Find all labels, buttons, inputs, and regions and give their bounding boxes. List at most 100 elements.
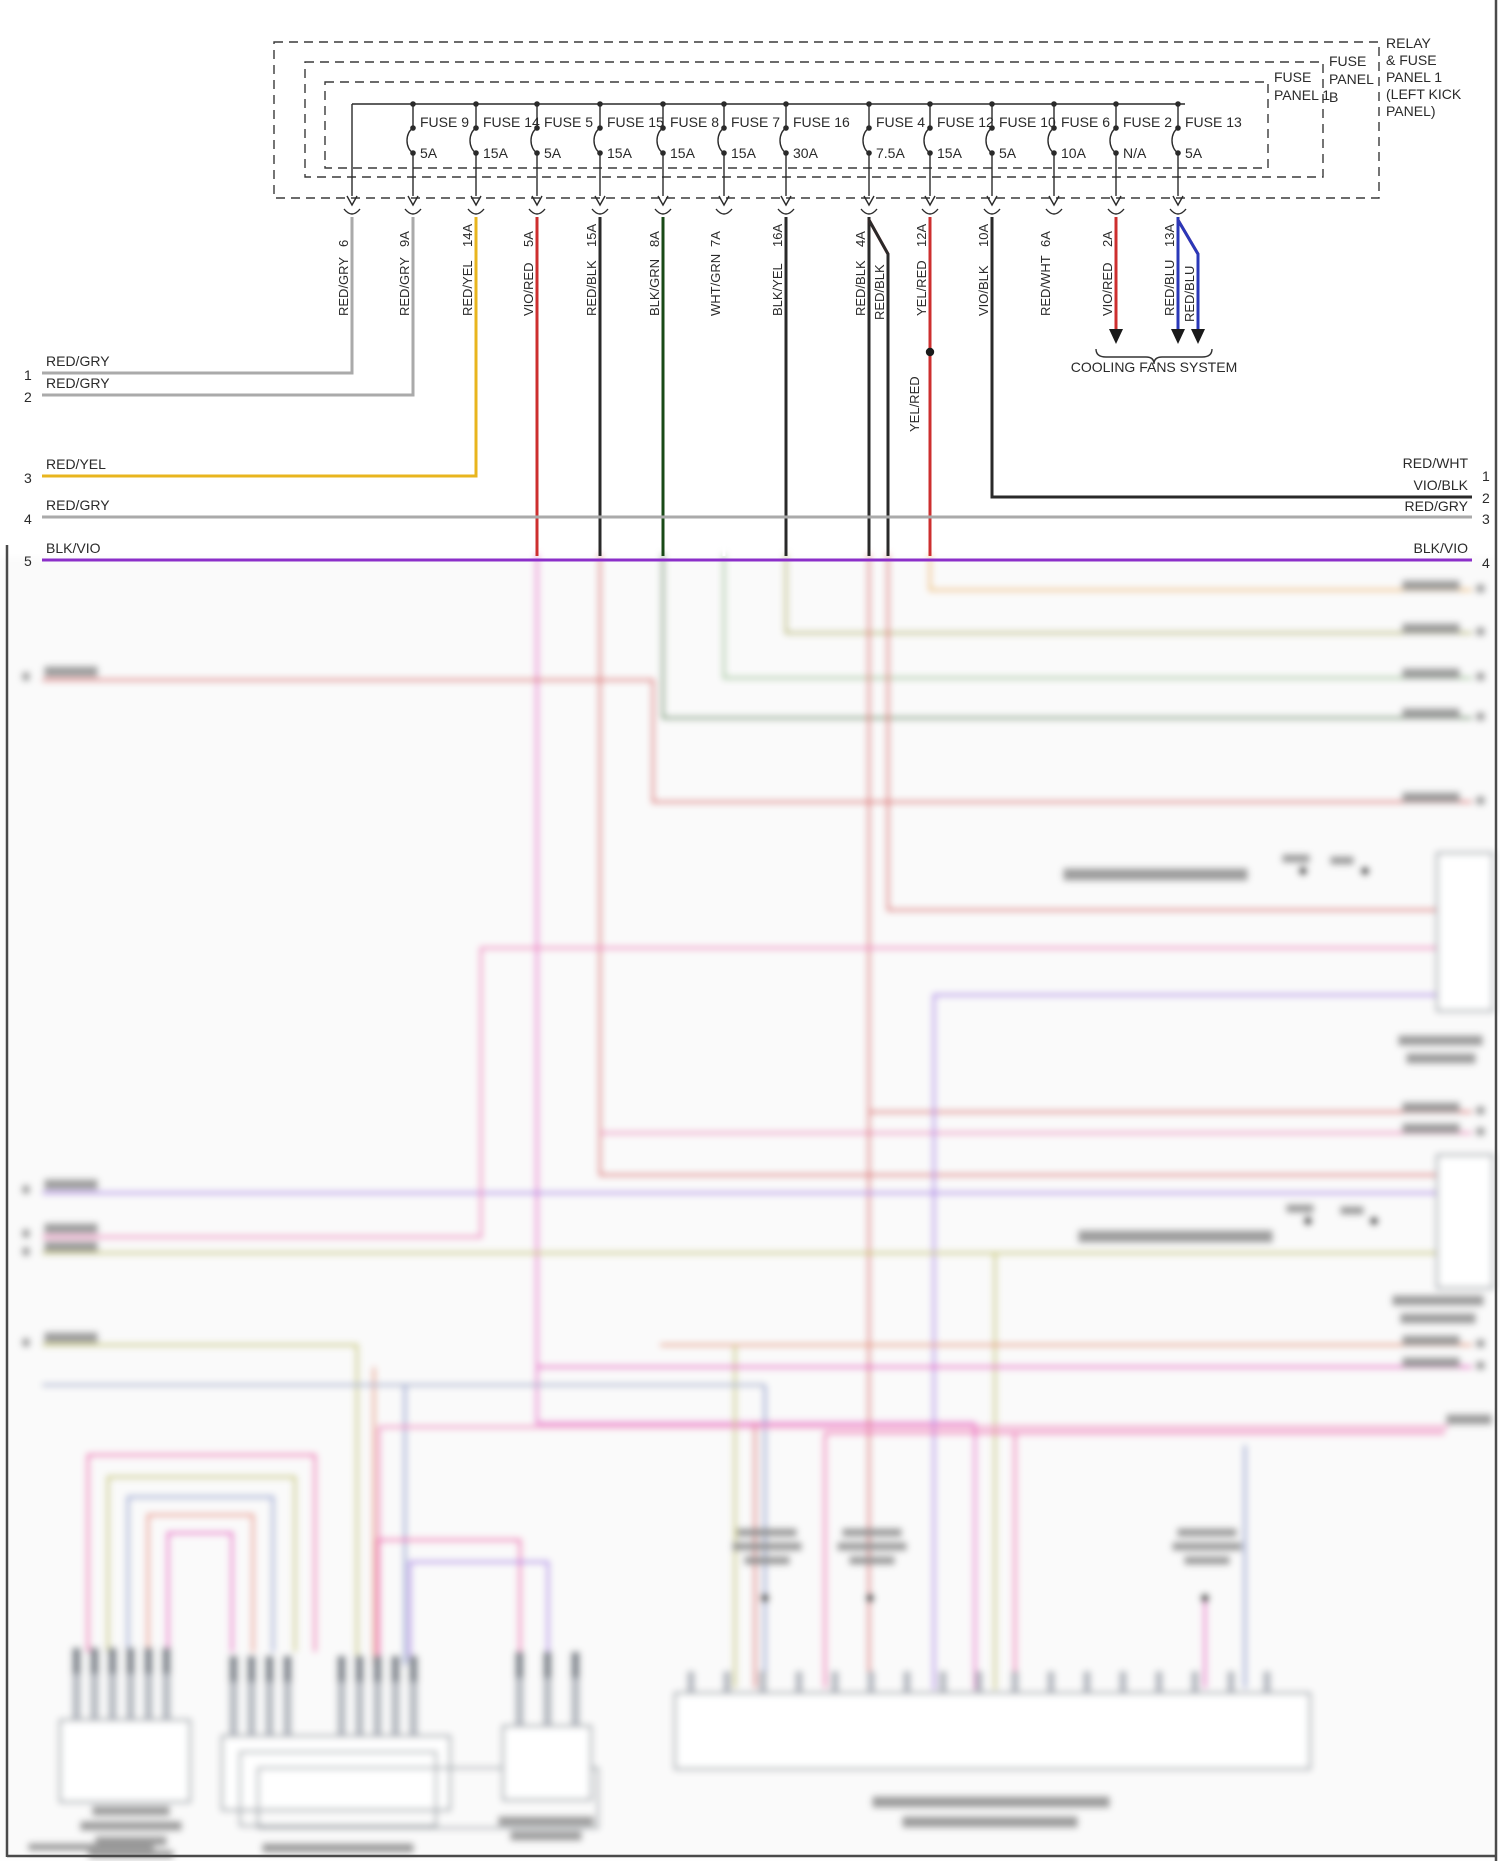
relay-panel-label: RELAY [1386,35,1432,51]
fuse-name: FUSE 5 [544,114,593,130]
wire-color-label: RED/BLK [853,260,868,316]
panel-pin: 8A BLK/GRN [647,195,672,316]
yel-red-splice-label: YEL/RED [907,376,922,432]
connector-nest [238,1750,438,1828]
row-number: 1 [24,367,32,383]
wire-color-label: BLK/YEL [770,263,785,316]
fuse-element [1171,127,1179,154]
pin-number: 2A [1100,231,1115,247]
fuse: FUSE 4 7.5A [862,101,925,196]
fuse-name: FUSE 10 [999,114,1056,130]
row-wire-label: RED/YEL [46,456,106,472]
panel-pin: 4A RED/BLK [853,195,878,316]
loop2-pink [376,1538,522,1662]
fuse-name: FUSE 15 [607,114,664,130]
junction-dot [1303,1216,1313,1226]
junction-dot [865,1593,875,1603]
fuse: FUSE 6 10A [1047,101,1110,196]
illegible-text-blobs [22,580,1492,1858]
control-module-box [673,1691,1312,1771]
wire-vio-blk-10a [990,217,1472,499]
relay-panel-label: & FUSE [1386,52,1437,68]
arrow-down-icon [780,195,792,207]
junction-dot [1360,866,1370,876]
panel-labels: RELAY & FUSE PANEL 1 (LEFT KICK PANEL) F… [1274,35,1462,119]
fuse-element [1109,127,1117,154]
panel-pin: 16A BLK/YEL [770,195,795,316]
row-number: 3 [24,470,32,486]
panel-pin: 6 RED/GRY [336,195,361,316]
wire-left-pink [42,946,1437,1239]
wire-color-label: RED/GRY [397,257,412,316]
row-wire-label: RED/GRY [46,375,110,391]
fuse-panel-b-outline [324,81,1269,169]
wire-red-blk-blur [598,554,1437,1177]
row-number: 3 [1482,511,1490,527]
fuse-name: FUSE 14 [483,114,540,130]
wire-left-olive2 [42,1343,359,1665]
fuse-panel-1-outline [304,61,1324,178]
fuse-rating: N/A [1123,145,1147,161]
connector-socket-icon [983,208,1001,215]
arrow-down-icon [986,195,998,207]
wire-red-blk3-blur [886,554,1437,912]
component-box [1435,851,1495,1013]
pin-number: 16A [770,224,785,247]
loop-salmon [146,1513,255,1652]
fuse-name: FUSE 7 [731,114,780,130]
wire-vio-red-blur [535,554,975,1425]
left-connector-rows: 1 RED/GRY 2 RED/GRY 3 RED/YEL 4 RED/GRY … [24,353,110,569]
row-wire-label: RED/WHT [1403,455,1469,471]
relay-panel-label: PANEL 1 [1386,69,1442,85]
row-wire-label: BLK/VIO [1414,540,1469,556]
fuse-panel-1-label: PANEL 1 [1274,87,1330,103]
wire-color-label: VIO/RED [521,263,536,316]
fuse-element [469,127,477,154]
loop-blue [126,1495,275,1652]
fuse-rating: 15A [483,145,509,161]
pin-number: 8A [647,231,662,247]
wire-color-label: RED/WHT [1038,255,1053,316]
wire-color-label: RED/BLK [872,264,887,320]
row-wire-label: BLK/VIO [46,540,101,556]
fuse-rating: 15A [731,145,757,161]
fuse-element [593,127,601,154]
pin-number: 6A [1038,231,1053,247]
fuse-element [406,127,414,154]
arrow-head-icon [1191,329,1205,344]
row-wire-label: RED/GRY [46,497,110,513]
fuse: FUSE 2 N/A [1109,101,1172,196]
connector-box [501,1724,593,1802]
cooling-fans-callout: COOLING FANS SYSTEM [1071,329,1237,375]
fuse-row: FUSE 9 5A FUSE 14 15A FUSE 5 5A [406,101,1242,196]
connector-socket-icon [343,208,361,215]
row-number: 4 [1482,555,1490,571]
wire-purple-up [932,993,1437,1193]
wire-left-red [42,678,1472,804]
panel-pin: 9A RED/GRY [397,195,422,316]
wire-blk-yel-blur [784,554,1472,635]
arrow-down-icon [1172,195,1184,207]
wire-blk-grn-blur [661,554,1472,720]
row-number: 2 [1482,490,1490,506]
relay-panel-label: PANEL) [1386,103,1436,119]
fuse-element [656,127,664,154]
connector-socket-icon [860,208,878,215]
connector-socket-icon [1045,208,1063,215]
fuse-rating: 15A [937,145,963,161]
fuse-name: FUSE 2 [1123,114,1172,130]
fuse-element [1047,127,1055,154]
panel-pin: 5A VIO/RED [521,195,546,316]
arrow-head-icon [1109,329,1123,344]
fuse-element [530,127,538,154]
wire-red-gry-pin6 [42,217,354,375]
connector-box [58,1718,192,1804]
connector-pins [72,1647,580,1737]
arrow-down-icon [657,195,669,207]
row-wire-label: RED/GRY [1404,498,1468,514]
fuse-panel-b-label: FUSE [1329,53,1366,69]
fuse: FUSE 16 30A [779,101,850,196]
wire-color-label: RED/GRY [336,257,351,316]
loop-magenta [166,1531,234,1652]
panel-pin: 13A RED/BLU [1162,195,1187,316]
